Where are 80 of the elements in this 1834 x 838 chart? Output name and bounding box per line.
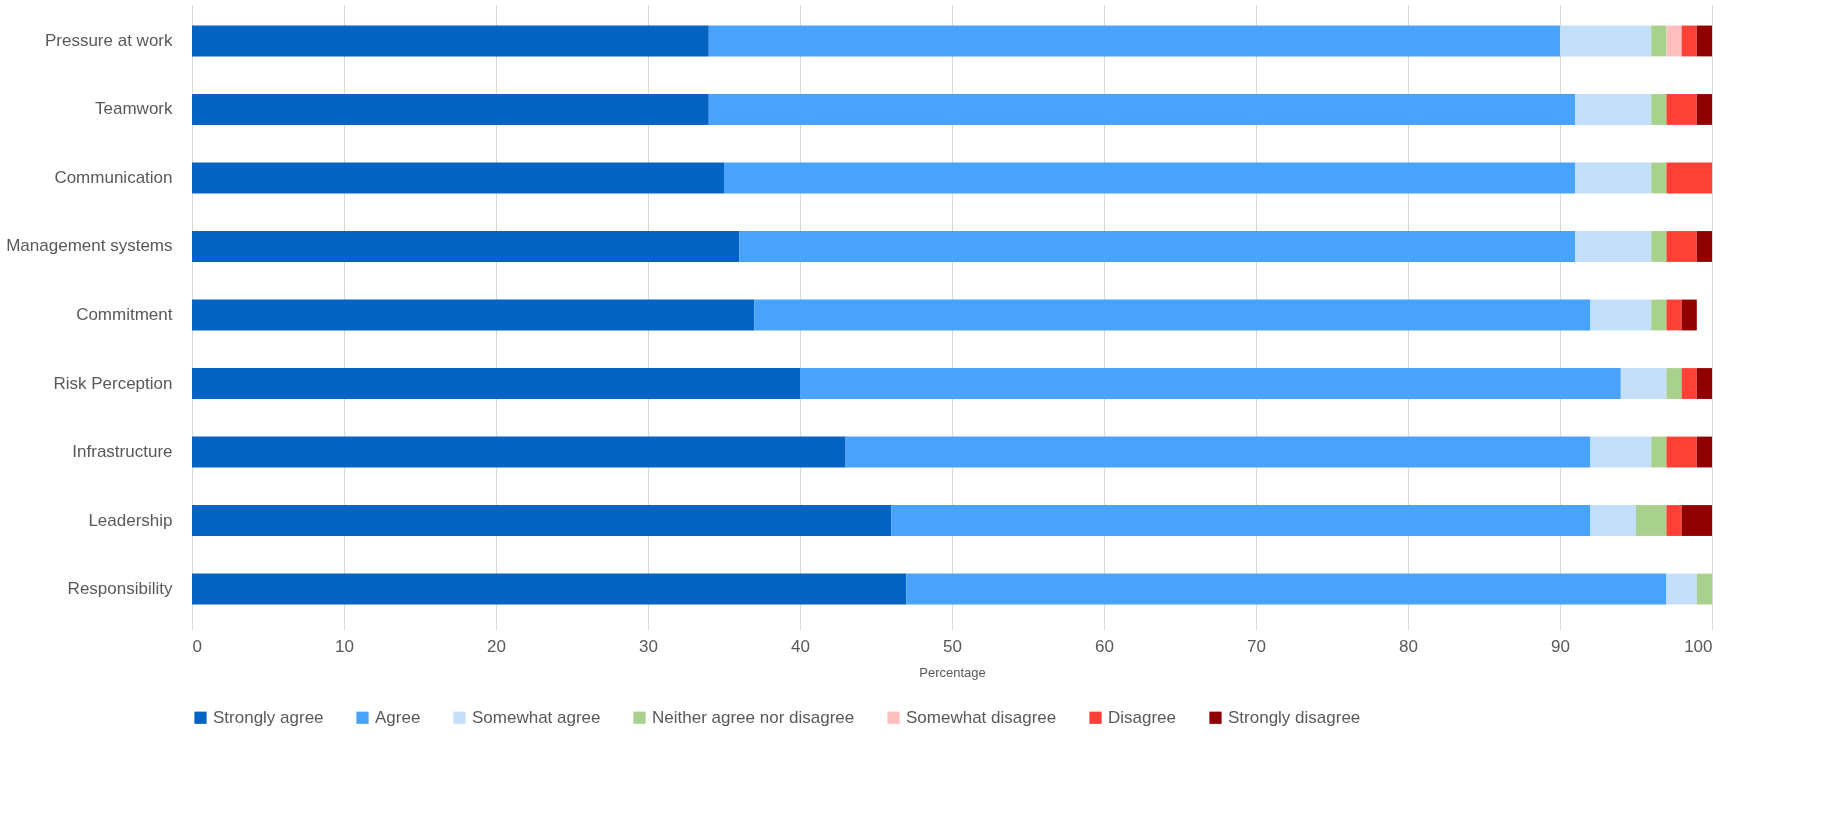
x-tick-label: 60 — [1095, 636, 1114, 656]
y-tick-label: Infrastructure — [72, 442, 173, 462]
bar — [1666, 368, 1682, 399]
x-tick-label: 90 — [1551, 636, 1570, 656]
bar — [1696, 25, 1712, 57]
legend-label: Strongly disagree — [1228, 707, 1361, 727]
bar — [1651, 162, 1667, 194]
bar — [1666, 505, 1682, 536]
bar — [1590, 436, 1652, 468]
bar — [1696, 436, 1712, 468]
bar — [708, 94, 1576, 125]
x-tick-label: 70 — [1247, 636, 1266, 656]
bar — [192, 231, 740, 262]
bar — [192, 436, 846, 468]
bar — [1696, 94, 1712, 125]
legend-label: Somewhat agree — [472, 707, 601, 727]
bar — [192, 94, 709, 125]
bar — [1560, 25, 1652, 57]
bar — [739, 231, 1576, 262]
bar — [1666, 231, 1697, 262]
y-tick-label: Responsibility — [67, 579, 173, 599]
bar — [1666, 162, 1712, 194]
bar — [1651, 299, 1667, 331]
x-tick-label: 10 — [335, 636, 354, 656]
y-tick-label: Leadership — [88, 510, 173, 530]
x-tick-label: 0 — [192, 636, 202, 656]
bar — [1696, 573, 1712, 605]
bar — [800, 368, 1621, 399]
bar — [1590, 505, 1636, 536]
y-tick-label: Teamwork — [95, 99, 173, 119]
bar — [1681, 25, 1697, 57]
bar — [724, 162, 1576, 194]
bar — [1681, 505, 1712, 536]
bar — [1651, 231, 1667, 262]
bar — [906, 573, 1667, 605]
y-tick-label: Management systems — [6, 236, 173, 256]
bar — [192, 505, 892, 536]
x-tick-label: 50 — [943, 636, 962, 656]
bar — [192, 162, 724, 194]
bar — [1651, 94, 1667, 125]
bar — [1666, 299, 1682, 331]
legend-label: Somewhat disagree — [906, 707, 1057, 727]
bar — [1666, 25, 1682, 57]
bar — [1666, 94, 1697, 125]
bar — [1636, 505, 1667, 536]
legend-label: Strongly agree — [213, 707, 324, 727]
bar — [1696, 231, 1712, 262]
bar — [754, 299, 1591, 331]
x-axis-title: Percentage — [919, 664, 986, 680]
bar — [1575, 231, 1652, 262]
x-tick-label: 20 — [487, 636, 506, 656]
y-tick-label: Communication — [54, 167, 173, 187]
bar — [192, 573, 907, 605]
bar — [192, 368, 800, 399]
x-tick-label: 30 — [639, 636, 658, 656]
bar — [1590, 299, 1652, 331]
bar — [1575, 162, 1652, 194]
x-tick-label: 80 — [1399, 636, 1418, 656]
bar — [1666, 573, 1697, 605]
bar — [192, 299, 755, 331]
x-tick-label: 100 — [1684, 636, 1713, 656]
bar — [1666, 436, 1697, 468]
legend-label: Agree — [375, 707, 421, 727]
y-tick-label: Commitment — [76, 305, 173, 324]
bar — [1681, 299, 1697, 331]
y-tick-label: Pressure at work — [44, 30, 173, 50]
bar — [1575, 94, 1652, 125]
y-tick-label: Risk Perception — [53, 373, 173, 393]
x-tick-label: 40 — [791, 636, 810, 656]
bar — [1651, 436, 1667, 468]
bar — [1696, 368, 1712, 399]
bar — [1620, 368, 1667, 399]
bar — [192, 25, 709, 57]
bar — [845, 436, 1591, 468]
bar — [1651, 25, 1667, 57]
bar — [708, 25, 1560, 57]
bar — [891, 505, 1591, 536]
bar — [1681, 368, 1697, 399]
legend-label: Disagree — [1108, 707, 1177, 727]
legend-label: Neither agree nor disagree — [652, 707, 855, 727]
